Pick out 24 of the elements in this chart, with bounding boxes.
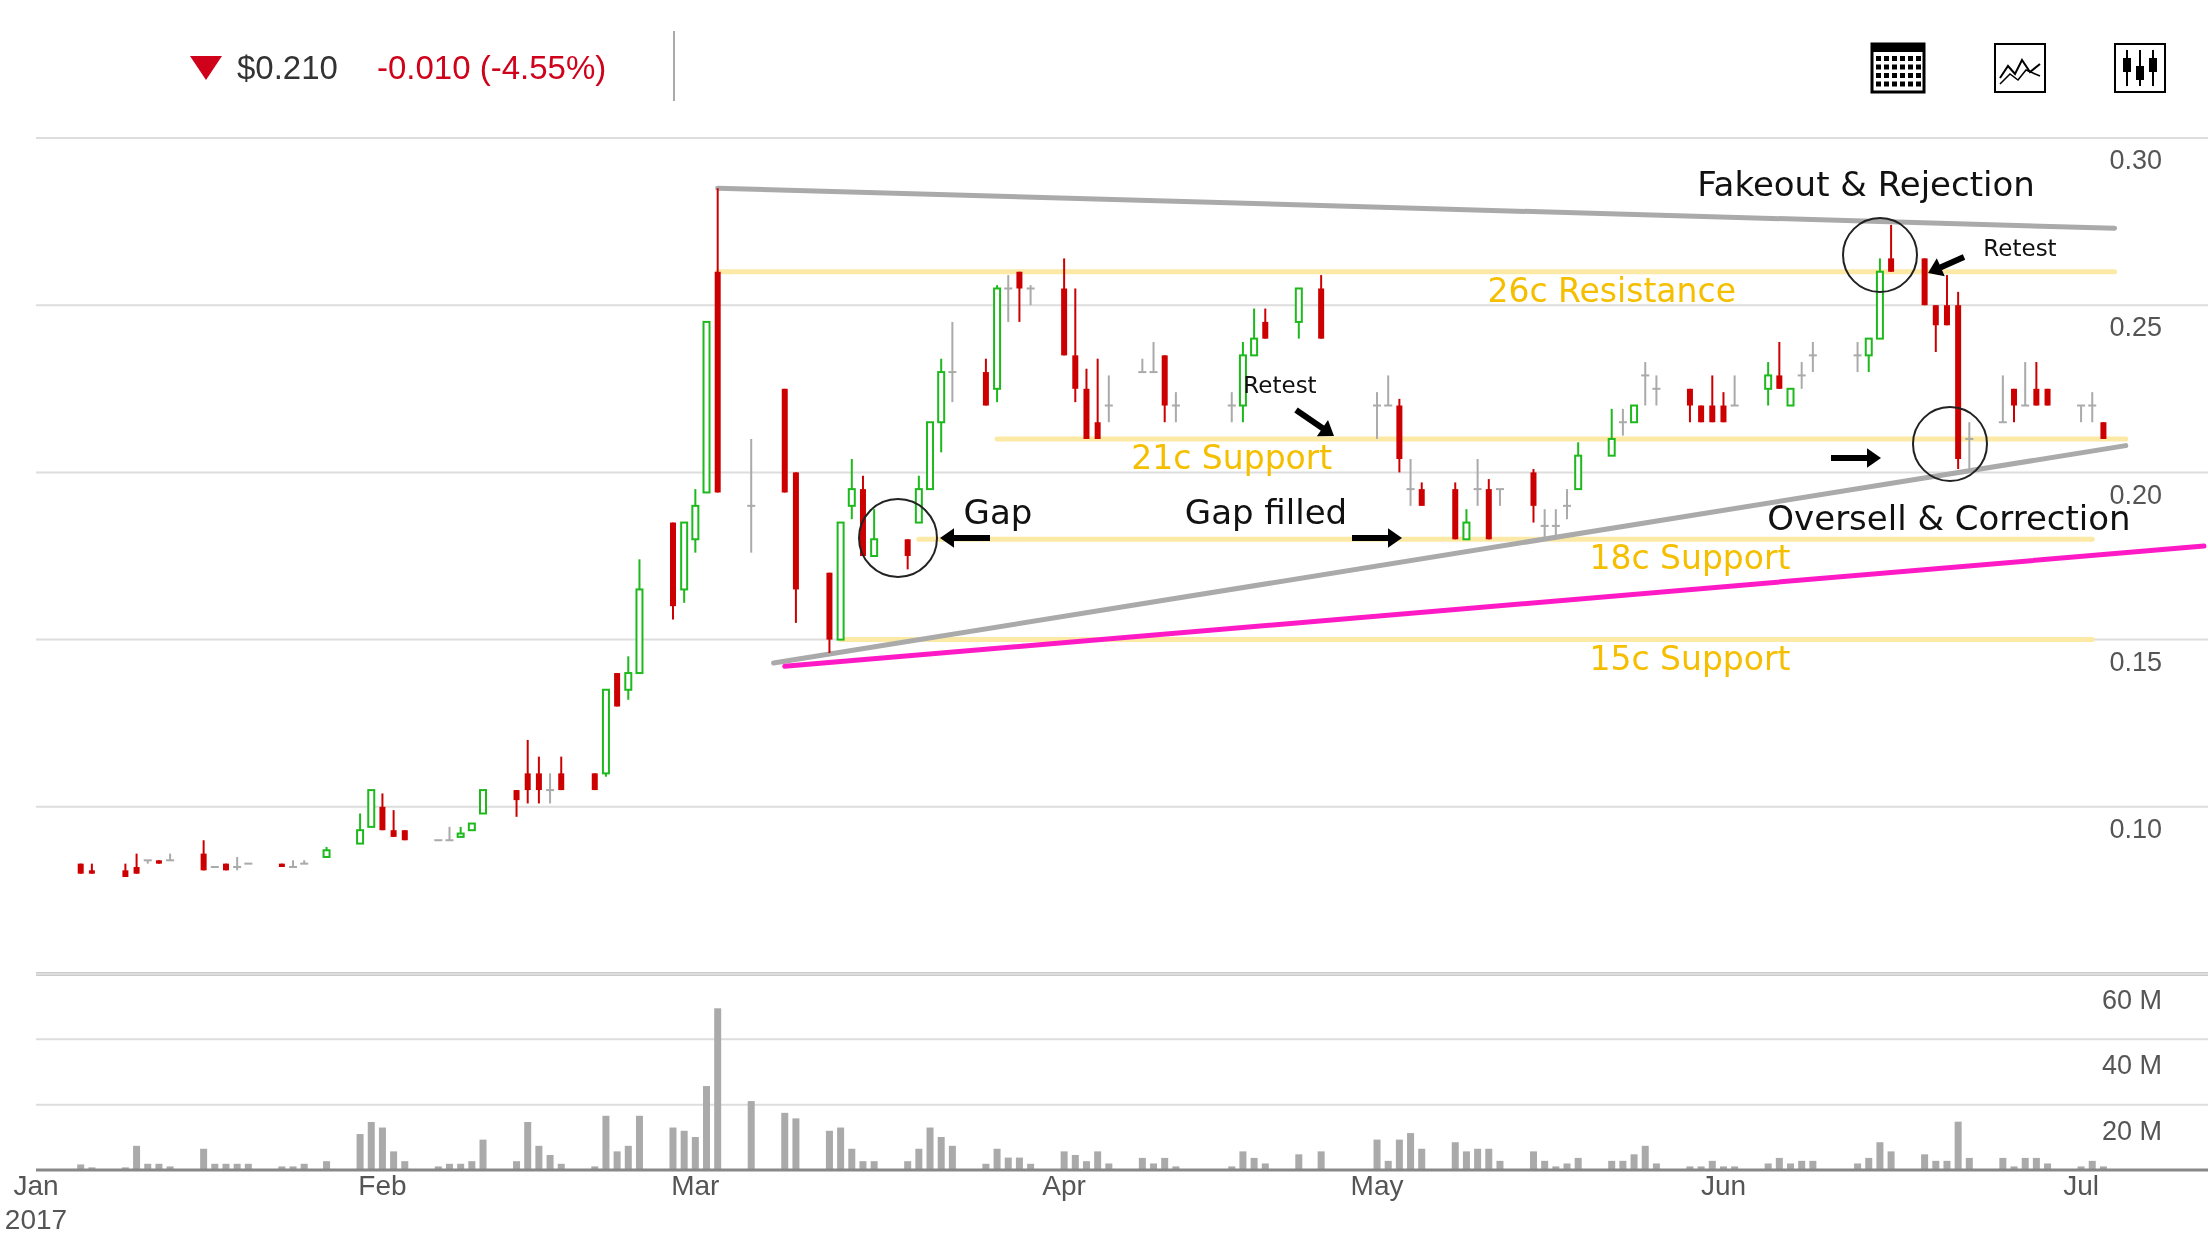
- annotation: Gap filled: [1184, 491, 1348, 532]
- series-label: 15c Support: [1589, 638, 1791, 678]
- x-tick-label: Jan 2017: [4, 1170, 68, 1236]
- y-tick-label: 20 M: [2101, 1115, 2162, 1146]
- chart-title: $0.210: [237, 48, 338, 86]
- x-tick-label: Jun: [1700, 1170, 1747, 1202]
- x-tick-label: Mar: [671, 1170, 720, 1202]
- annotation: Gap: [963, 491, 1033, 532]
- x-tick-label: Jul: [2063, 1170, 2099, 1202]
- y-tick-label: 0.25: [2109, 312, 2162, 343]
- chart-subtitle: -0.010 (-4.55%): [377, 48, 607, 86]
- y-tick-label: 0.30: [2109, 145, 2162, 176]
- series-label: 26c Resistance: [1487, 270, 1736, 310]
- y-tick-label: 40 M: [2101, 1050, 2162, 1081]
- x-tick-label: Feb: [358, 1170, 407, 1202]
- annotation: Fakeout & Rejection: [1697, 163, 2035, 204]
- x-tick-label: May: [1350, 1170, 1404, 1202]
- y-tick-label: 60 M: [2101, 985, 2162, 1016]
- y-tick-label: 0.15: [2109, 646, 2162, 677]
- y-tick-label: 0.10: [2109, 813, 2162, 844]
- series-label: 18c Support: [1589, 538, 1791, 578]
- annotation: Retest: [1983, 234, 2057, 261]
- series-label: 21c Support: [1131, 437, 1333, 477]
- x-tick-label: Apr: [1042, 1170, 1086, 1202]
